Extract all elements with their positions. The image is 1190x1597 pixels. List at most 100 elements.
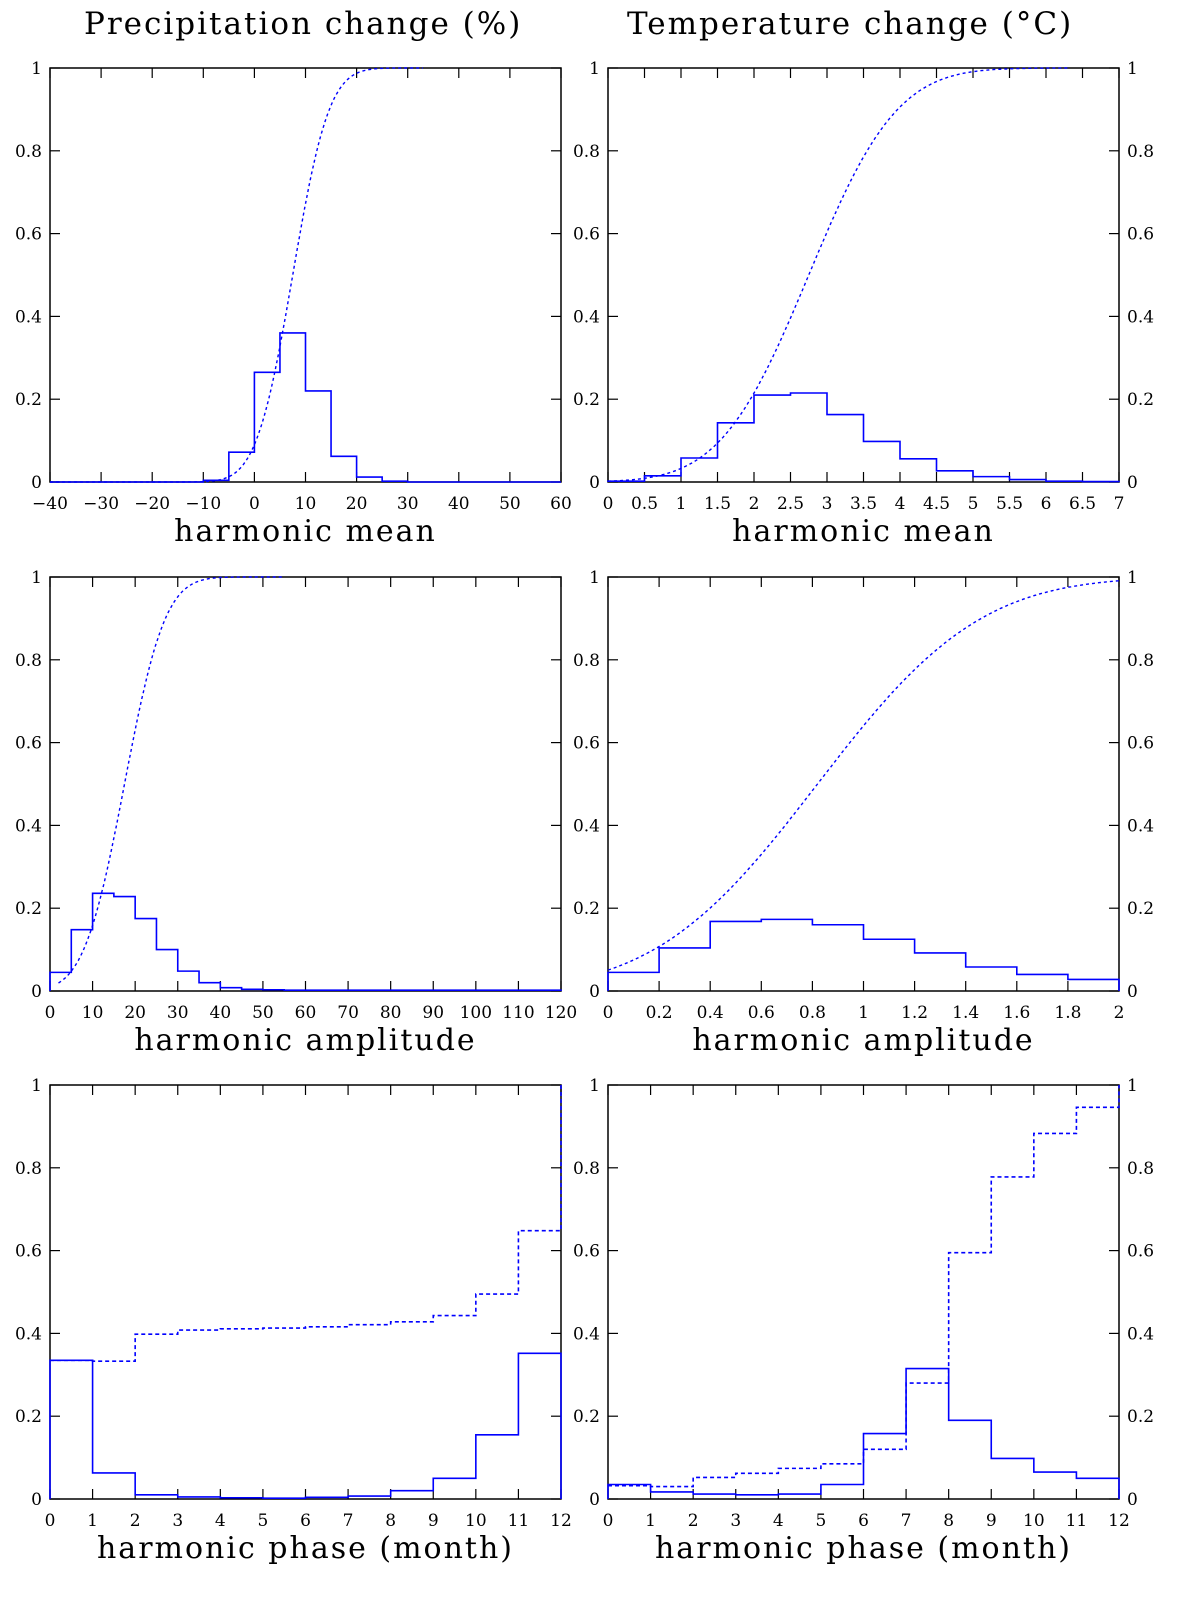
y-tick-label: 0 [31,982,42,1002]
x-tick-label: 2 [1114,1003,1125,1023]
y-tick-label: 0.2 [573,390,600,410]
y-tick-label: 0.4 [15,307,42,327]
panel-temp_mean: 0 00.2 0.20.4 0.40.6 0.60.8 0.81 10 0.5 1 1.5 2 2.5… [573,59,1154,549]
y-tick-label: 0.6 [15,734,42,754]
y-tick-label: 0.2 [573,899,600,919]
y-tick-label: 0.6 [573,734,600,754]
y-tick-label-right: 0.8 [1127,1159,1154,1179]
y-tick-label: 0.6 [15,1242,42,1262]
x-tick-label: 1 [676,494,687,514]
x-tick-label: 3.5 [850,494,877,514]
x-tick-label: 60 [295,1003,317,1023]
y-tick-label: 0.8 [15,142,42,162]
y-tick-label: 1 [31,1076,42,1096]
left-column-title: Precipitation change (%) [84,6,523,42]
x-tick-label: 1 [858,1003,869,1023]
x-tick-label: 4 [215,1511,226,1531]
x-tick-label: 10 [1023,1511,1045,1531]
x-tick-label: 0 [603,494,614,514]
x-tick-label: 0 [45,1003,56,1023]
x-tick-label: 6.5 [1069,494,1096,514]
x-tick-label: 3 [822,494,833,514]
x-tick-label: 0 [603,1511,614,1531]
cumulative-step-series [608,1085,1120,1488]
y-tick-label-right: 0 [1127,1490,1138,1510]
y-tick-label-right: 0.2 [1127,390,1154,410]
plot-frame [49,576,562,992]
y-tick-label: 0.8 [15,1159,42,1179]
x-tick-label: 30 [167,1003,189,1023]
y-tick-label: 0.2 [15,390,42,410]
x-tick-label: 10 [295,494,317,514]
x-tick-label: 0.6 [748,1003,775,1023]
y-tick-label: 0 [31,1490,42,1510]
x-tick-label: 6 [300,1511,311,1531]
x-tick-label: 20 [346,494,368,514]
histogram-series [50,332,561,483]
x-tick-label: 9 [986,1511,997,1531]
x-tick-label: 5 [258,1511,269,1531]
y-tick-label: 0.4 [15,816,42,836]
y-tick-label: 0.8 [573,651,600,671]
x-tick-label: 0 [603,1003,614,1023]
y-tick-label-right: 0.4 [1127,307,1154,327]
x-tick-label: 0.5 [631,494,658,514]
x-tick-label: 7 [1114,494,1125,514]
y-tick-label-right: 0 [1127,982,1138,1002]
y-tick-label: 0 [589,1490,600,1510]
x-tick-label: 80 [380,1003,402,1023]
y-tick-label: 0.4 [573,1324,600,1344]
y-tick-label: 0.2 [15,899,42,919]
histogram-series [607,918,1120,991]
y-tick-label: 1 [589,59,600,79]
x-tick-label: 1.5 [704,494,731,514]
x-tick-label: 2 [688,1511,699,1531]
histogram-series [49,1352,562,1499]
y-tick-label-right: 0.6 [1127,1242,1154,1262]
x-tick-label: 70 [337,1003,359,1023]
x-tick-label: 8 [943,1511,954,1531]
x-tick-label: 110 [502,1003,534,1023]
y-tick-label: 0 [589,982,600,1002]
x-tick-label: 10 [82,1003,104,1023]
x-tick-label: 1.4 [952,1003,979,1023]
x-tick-label: 1 [87,1511,98,1531]
y-tick-label: 0.6 [15,225,42,245]
x-tick-label: 5.5 [996,494,1023,514]
x-tick-label: 0 [45,1511,56,1531]
y-tick-label-right: 1 [1127,1076,1138,1096]
x-tick-label: 30 [397,494,419,514]
x-tick-label: −20 [134,494,170,514]
x-tick-label: 2 [130,1511,141,1531]
x-axis-label: harmonic amplitude [134,1023,476,1058]
y-tick-label: 0.4 [573,816,600,836]
x-tick-label: 9 [428,1511,439,1531]
y-tick-label-right: 0.4 [1127,816,1154,836]
x-tick-label: 1.6 [1003,1003,1030,1023]
y-tick-label: 0.8 [573,142,600,162]
y-tick-label: 1 [589,1076,600,1096]
histogram-series [607,392,1120,483]
y-tick-label: 0.2 [15,1407,42,1427]
cumulative-curve-series [607,67,1068,482]
x-axis-label: harmonic mean [732,514,995,549]
panel-temp_amplitude: 0 00.2 0.20.4 0.40.6 0.60.8 0.81 10 0.2 0.4 0.6 0.… [573,568,1154,1058]
x-tick-label: 11 [508,1511,530,1531]
x-tick-label: 50 [499,494,521,514]
x-tick-label: 4 [773,1511,784,1531]
x-tick-label: 7 [343,1511,354,1531]
y-tick-label: 0.4 [573,307,600,327]
right-column-title: Temperature change (°C) [627,6,1074,42]
y-tick-label: 1 [589,568,600,588]
x-tick-label: −10 [185,494,221,514]
y-tick-label-right: 0.4 [1127,1324,1154,1344]
x-axis-label: harmonic phase (month) [655,1531,1072,1566]
histogram-series [49,892,562,991]
x-tick-label: 2.5 [777,494,804,514]
y-tick-label: 0.4 [15,1324,42,1344]
y-tick-label: 0 [31,473,42,493]
cumulative-curve-series [58,576,285,984]
panel-precip_mean: 0 0.2 0.4 0.6 0.8 1 −40 −30 −20 −10 0 10 20 30 40 50 60 h… [15,59,572,549]
x-tick-label: 0.8 [799,1003,826,1023]
cumulative-curve-series [50,67,423,483]
